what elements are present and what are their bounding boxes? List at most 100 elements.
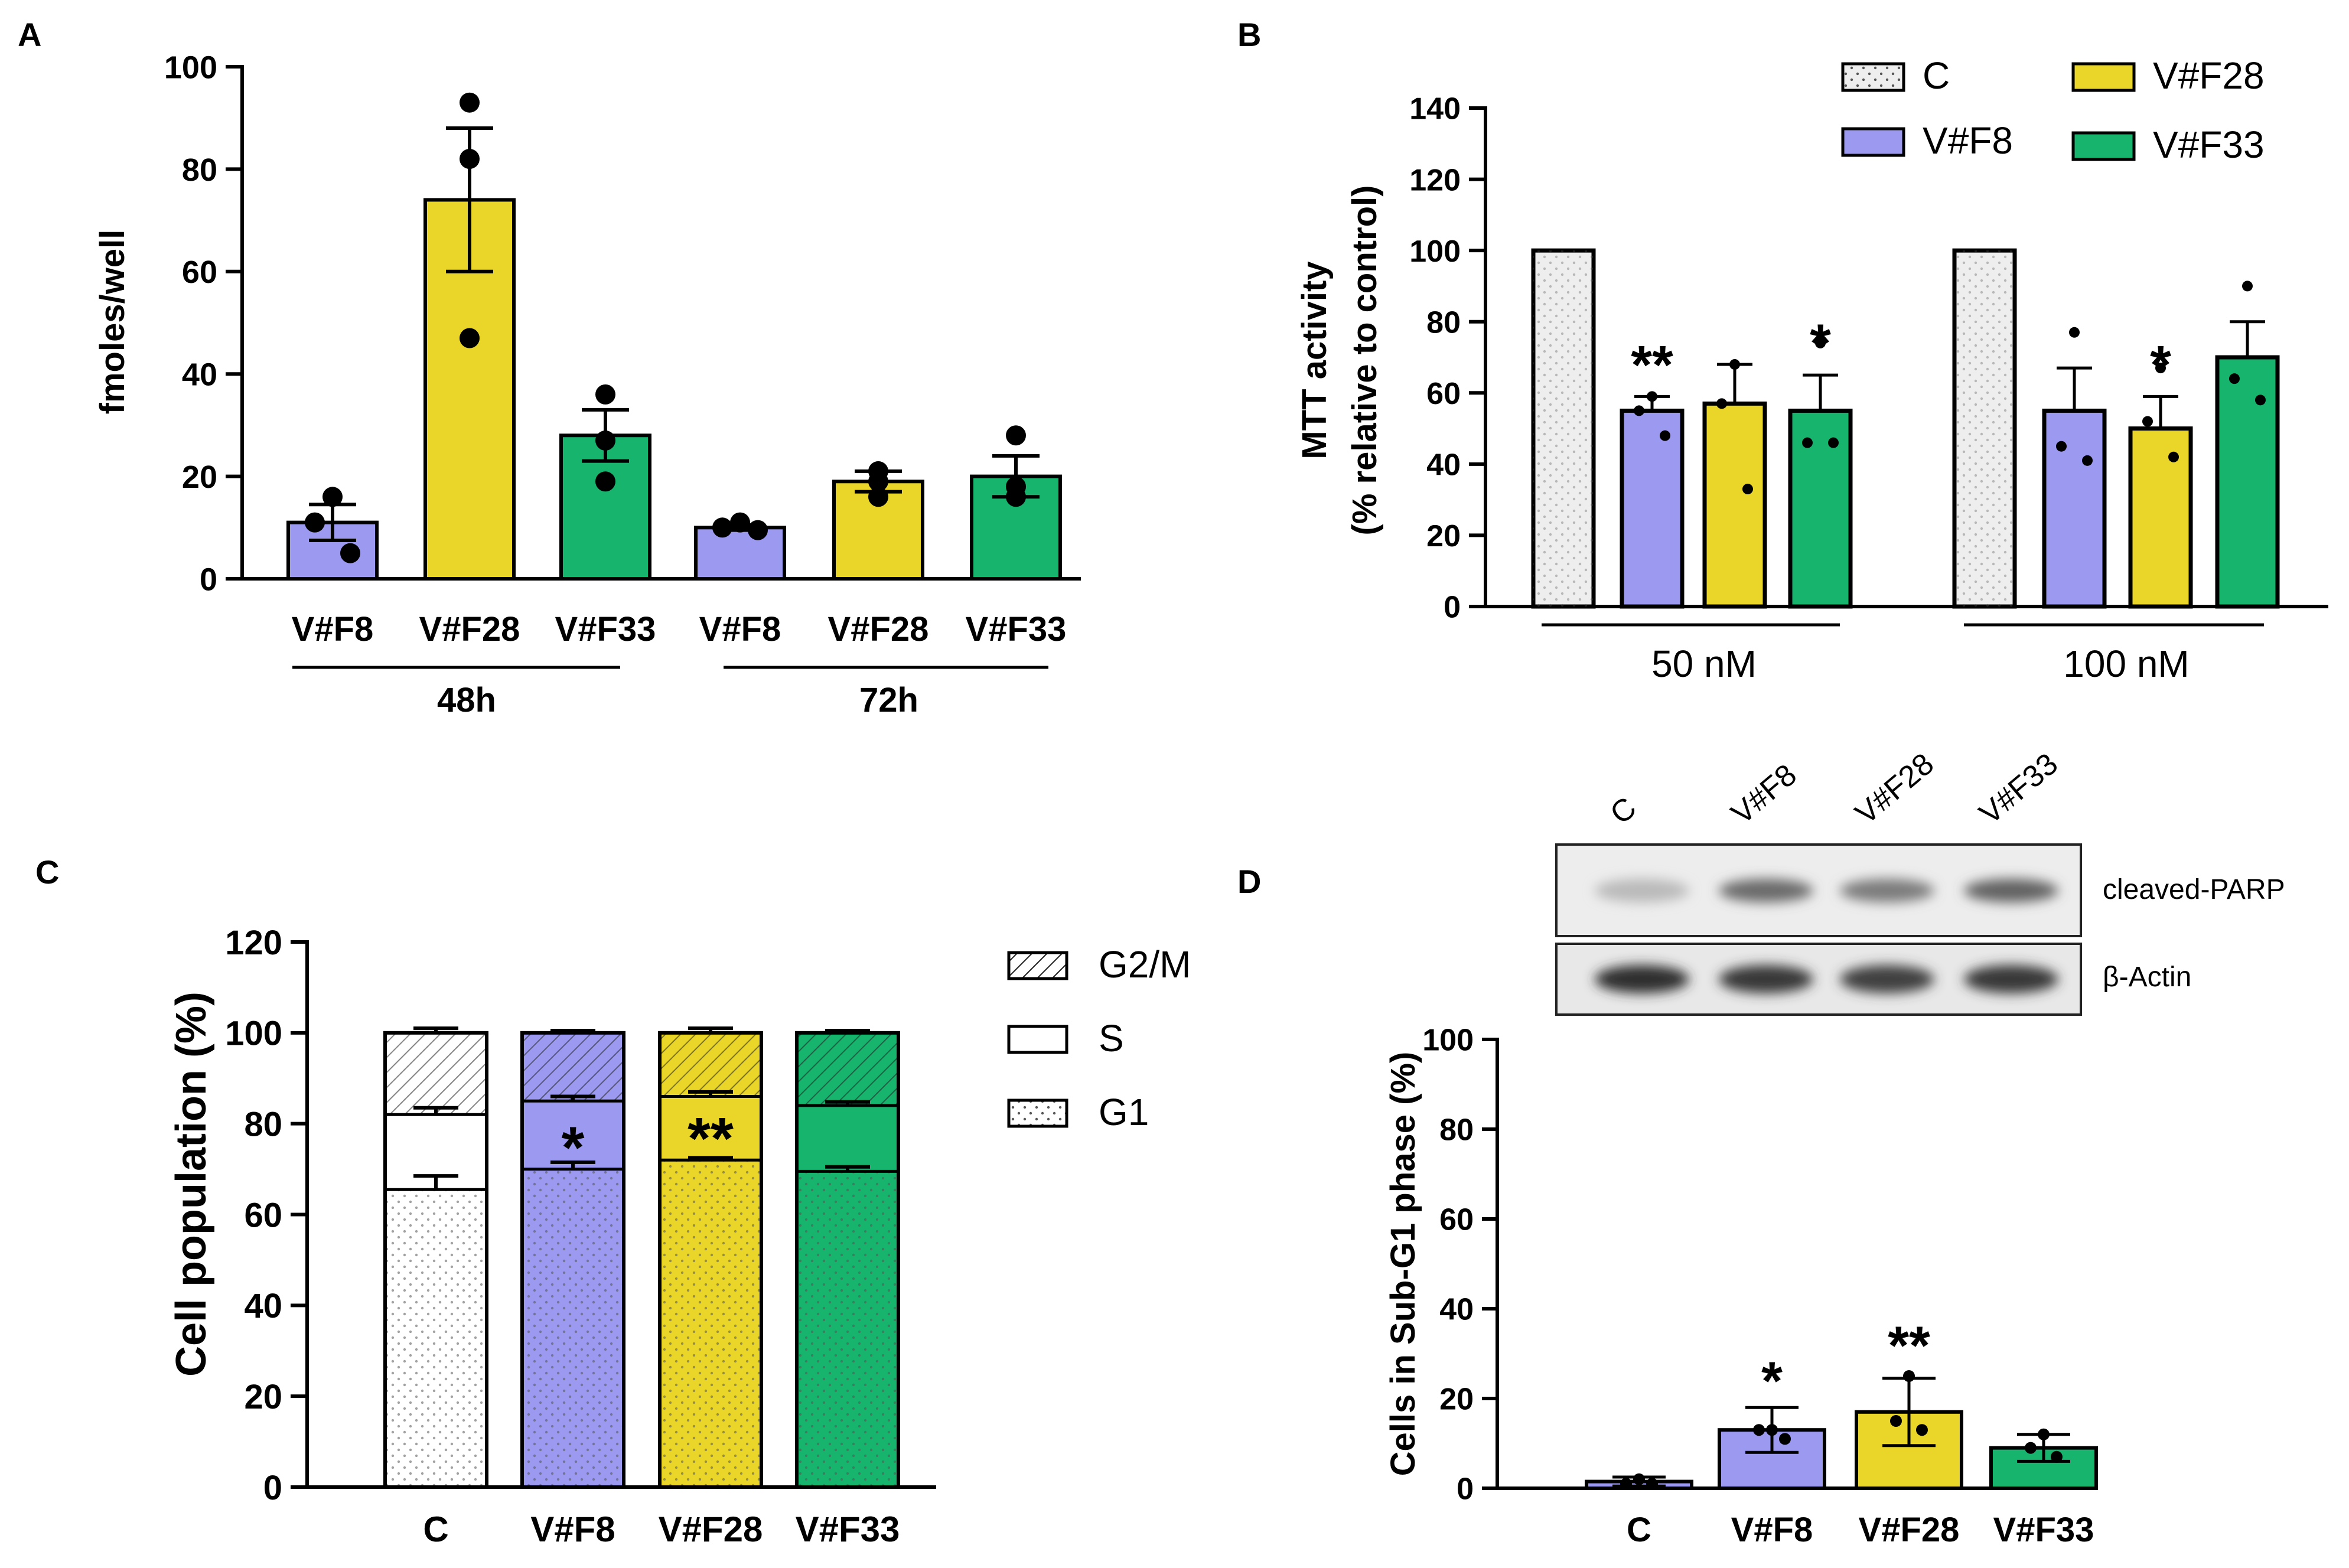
significance-marker: ** [1631, 335, 1673, 395]
panel-b-y-tick-label: 20 [1426, 519, 1461, 553]
panel-a-group-label-48h: 48h [437, 681, 496, 719]
data-point [1647, 391, 1657, 402]
panel-d-x-tick-label: V#F33 [1993, 1511, 2094, 1549]
data-point [2082, 455, 2093, 466]
data-point [2025, 1442, 2037, 1454]
segment-g1-pattern [660, 1160, 761, 1487]
legend-label-g1: G1 [1099, 1091, 1149, 1133]
data-point [1634, 405, 1644, 416]
data-point [2168, 451, 2179, 462]
data-point [2155, 363, 2166, 374]
panel-a-y-tick-label: 60 [182, 255, 217, 290]
data-point [1646, 1478, 1658, 1490]
panel-a-x-tick-label: V#F28 [419, 610, 520, 648]
data-point [2242, 281, 2253, 292]
legend-label-c: C [1923, 54, 1950, 97]
panel-b-legend: C V#F28 V#F8 V#F33 [1841, 54, 2265, 166]
segment-s [660, 1096, 761, 1160]
data-point [1633, 1473, 1645, 1485]
data-point [460, 328, 480, 348]
western-blot: C V#F8 V#F28 V#F33 cleaved-PARP β-Actin [1555, 746, 2285, 1016]
panel-label-c: C [35, 853, 59, 891]
panel-a-y-tick-label: 100 [164, 50, 217, 85]
data-point [1815, 337, 1826, 348]
data-point [1006, 487, 1026, 507]
panel-b-y-tick-label: 100 [1409, 234, 1461, 269]
data-point [868, 487, 888, 507]
panel-a-y-tick-label: 40 [182, 357, 217, 393]
blot-row-label: β-Actin [2103, 961, 2191, 993]
data-point [2038, 1428, 2050, 1440]
data-point [1620, 1478, 1632, 1490]
legend-label-g2m: G2/M [1099, 943, 1191, 986]
legend-swatch-f33 [2071, 131, 2136, 161]
legend-swatch-c-dots [1841, 62, 1905, 92]
panel-c-y-tick-label: 40 [244, 1287, 282, 1325]
data-point [748, 520, 768, 540]
segment-g2m-pattern [385, 1032, 487, 1115]
segment-g1-pattern [522, 1169, 624, 1487]
panel-b-y-tick-label: 120 [1409, 163, 1461, 197]
panel-label-b: B [1237, 16, 1261, 53]
blot-lane-label: C [1604, 791, 1643, 832]
bar-pattern [1954, 250, 2015, 607]
legend-swatch-f8 [1841, 127, 1905, 157]
panel-b-y-tick-label: 0 [1444, 591, 1461, 625]
panel-c-x-tick-label: V#F8 [530, 1510, 615, 1549]
data-point [322, 487, 343, 507]
panel-c-y-tick-label: 80 [244, 1106, 282, 1144]
panel-a: fmoles/well 0 20 40 60 80 100 V#F8 V#F28 V#F33 V#… [93, 50, 1081, 719]
blot-band [1719, 965, 1813, 993]
blot-row-label: cleaved-PARP [2103, 874, 2285, 905]
data-point [730, 512, 750, 533]
panel-d-ylabel: Cells in Sub-G1 phase (%) [1384, 1052, 1422, 1476]
panel-a-x-tick-label: V#F8 [699, 610, 781, 648]
panel-a-y-tick-label: 80 [182, 152, 217, 188]
panel-b-ylabel-line1: MTT activity [1295, 261, 1334, 459]
bar [1788, 408, 1853, 609]
panel-d: C V#F8 V#F28 V#F33 cleaved-PARP β-Actin Cells… [1384, 746, 2285, 1549]
data-point [595, 471, 615, 492]
blot-band [1595, 879, 1689, 902]
panel-c-y-tick-label: 60 [244, 1196, 282, 1234]
data-point [1766, 1424, 1778, 1436]
significance-marker: * [1810, 314, 1831, 374]
legend-label-s: S [1099, 1017, 1124, 1060]
data-point [595, 430, 615, 451]
legend-label-f33: V#F33 [2153, 123, 2265, 166]
bar [2042, 408, 2107, 609]
panel-d-y-tick-label: 0 [1457, 1472, 1474, 1507]
panel-b-y-tick-label: 80 [1426, 305, 1461, 340]
blot-lane-label: V#F28 [1849, 746, 1940, 831]
data-point [2229, 373, 2240, 384]
panel-b-ylabel-line2: (% relative to control) [1345, 185, 1384, 536]
panel-label-d: D [1237, 863, 1261, 900]
bar [1620, 408, 1685, 609]
panel-c-x-tick-label: V#F33 [796, 1510, 900, 1549]
data-point [1006, 425, 1026, 446]
data-point [340, 543, 360, 563]
data-point [1828, 437, 1839, 448]
panel-b-group-label-100nm: 100 nM [2063, 643, 2189, 685]
data-point [1916, 1424, 1928, 1436]
bar [694, 526, 786, 581]
panel-d-y-tick-label: 40 [1439, 1293, 1474, 1327]
panel-d-y-tick-label: 80 [1439, 1113, 1474, 1148]
data-point [1890, 1415, 1902, 1427]
panel-c-x-tick-label: C [423, 1510, 448, 1549]
panel-c-y-tick-label: 20 [244, 1378, 282, 1416]
legend-label-f28: V#F28 [2153, 54, 2265, 97]
panel-d-x-tick-label: V#F8 [1731, 1511, 1813, 1549]
segment-g2m-pattern [522, 1032, 624, 1101]
segment-s [522, 1101, 624, 1169]
data-point [1903, 1370, 1915, 1382]
panel-label-a: A [18, 16, 41, 53]
data-point [1716, 398, 1727, 409]
blot-band [1964, 965, 2058, 993]
blot-lane-label: V#F33 [1973, 746, 2064, 831]
blot-band [1595, 965, 1689, 993]
data-point [1729, 359, 1740, 370]
panel-a-y-tick-label: 20 [182, 459, 217, 495]
